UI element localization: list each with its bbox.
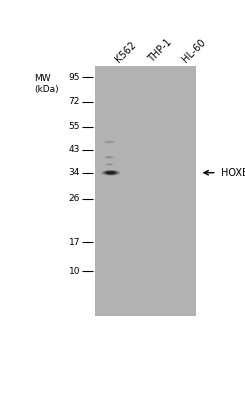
Ellipse shape bbox=[106, 164, 113, 165]
Text: MW
(kDa): MW (kDa) bbox=[34, 74, 59, 94]
Text: THP-1: THP-1 bbox=[147, 37, 174, 64]
Ellipse shape bbox=[101, 170, 120, 176]
Ellipse shape bbox=[103, 170, 119, 175]
Bar bbox=[95, 66, 196, 316]
Ellipse shape bbox=[106, 171, 116, 174]
Text: HL-60: HL-60 bbox=[180, 37, 207, 64]
Ellipse shape bbox=[105, 171, 117, 174]
Ellipse shape bbox=[103, 170, 118, 175]
Text: 34: 34 bbox=[69, 168, 80, 177]
Text: HOXB4: HOXB4 bbox=[220, 168, 245, 178]
Text: 55: 55 bbox=[69, 122, 80, 131]
Text: K562: K562 bbox=[113, 39, 138, 64]
Ellipse shape bbox=[102, 170, 119, 175]
Ellipse shape bbox=[106, 156, 112, 158]
Ellipse shape bbox=[104, 171, 118, 175]
Text: 10: 10 bbox=[69, 267, 80, 276]
Ellipse shape bbox=[106, 156, 113, 158]
Text: 26: 26 bbox=[69, 194, 80, 204]
Ellipse shape bbox=[102, 170, 120, 175]
Text: 43: 43 bbox=[69, 145, 80, 154]
Ellipse shape bbox=[104, 140, 115, 143]
Ellipse shape bbox=[107, 164, 112, 165]
Ellipse shape bbox=[106, 141, 113, 143]
Text: 17: 17 bbox=[69, 238, 80, 246]
Ellipse shape bbox=[105, 141, 114, 143]
Ellipse shape bbox=[105, 171, 117, 174]
Ellipse shape bbox=[104, 141, 114, 143]
Text: 72: 72 bbox=[69, 98, 80, 106]
Text: 95: 95 bbox=[69, 73, 80, 82]
Ellipse shape bbox=[105, 156, 114, 158]
